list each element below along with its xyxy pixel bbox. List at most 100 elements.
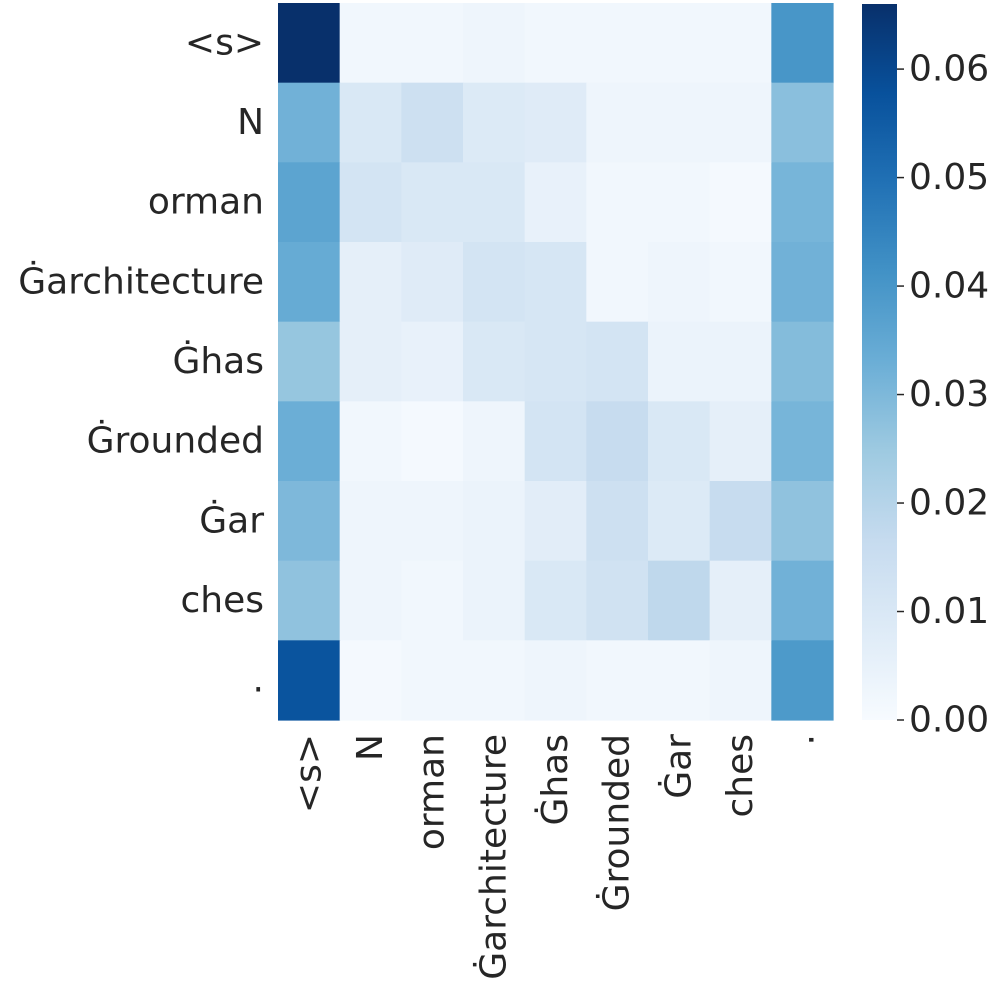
heatmap-cell	[524, 401, 587, 482]
colorbar-tick-label: 0.06	[909, 49, 989, 90]
column-tick-label: ches	[720, 734, 761, 818]
heatmap-cell	[278, 242, 341, 323]
heatmap-cell	[771, 560, 834, 641]
heatmap-cell	[709, 242, 772, 323]
heatmap-cell	[709, 481, 772, 562]
heatmap-cell	[709, 3, 772, 84]
heatmap-cell	[401, 3, 464, 84]
heatmap-cell	[278, 640, 341, 721]
heatmap-cell	[709, 321, 772, 402]
heatmap-cell	[648, 321, 711, 402]
heatmap-cell	[339, 560, 402, 641]
column-tick-label: Ġhas	[534, 734, 576, 826]
row-tick-label: orman	[148, 182, 264, 223]
heatmap-cell	[648, 640, 711, 721]
heatmap-cell	[709, 401, 772, 482]
column-tick-label: Ġar	[657, 734, 699, 799]
heatmap-cell	[401, 640, 464, 721]
colorbar-ticks: 0.00 0.01 0.02 0.03 0.04 0.05 0.06	[897, 49, 989, 741]
heatmap-cell	[339, 242, 402, 323]
heatmap-cell	[278, 321, 341, 402]
column-tick-label: N	[350, 734, 391, 761]
colorbar-tick-label: 0.01	[909, 591, 989, 632]
heatmap-cell	[339, 321, 402, 402]
colorbar-tick-label: 0.04	[909, 266, 989, 307]
heatmap-cell	[401, 321, 464, 402]
heatmap-cells	[278, 3, 834, 721]
heatmap-cell	[401, 481, 464, 562]
heatmap-cell	[401, 82, 464, 163]
heatmap-cell	[524, 242, 587, 323]
heatmap-cell	[278, 3, 341, 84]
heatmap-cell	[463, 242, 526, 323]
colorbar-tick-label: 0.03	[909, 374, 989, 415]
heatmap-cell	[709, 82, 772, 163]
column-tick-label: Ġrounded	[596, 734, 638, 911]
heatmap-cell	[524, 82, 587, 163]
heatmap-cell	[648, 3, 711, 84]
heatmap-cell	[586, 321, 649, 402]
heatmap-cell	[648, 242, 711, 323]
heatmap-cell	[771, 640, 834, 721]
row-tick-label: Ġrounded	[87, 420, 264, 462]
heatmap-cell	[709, 640, 772, 721]
heatmap-cell	[586, 242, 649, 323]
heatmap-cell	[463, 640, 526, 721]
heatmap-cell	[586, 3, 649, 84]
heatmap-cell	[648, 82, 711, 163]
column-tick-label: Ġarchitecture	[472, 734, 514, 980]
heatmap-cell	[278, 481, 341, 562]
heatmap-cell	[586, 82, 649, 163]
row-tick-label: Ġhas	[172, 340, 264, 382]
row-tick-label: Ġar	[199, 499, 264, 541]
colorbar-tick-label: 0.02	[909, 483, 989, 524]
heatmap-cell	[524, 162, 587, 243]
heatmap-cell	[463, 3, 526, 84]
heatmap-cell	[771, 3, 834, 84]
heatmap-cell	[771, 242, 834, 323]
heatmap-cell	[586, 640, 649, 721]
colorbar-tick-label: 0.00	[909, 700, 989, 741]
heatmap-cell	[401, 401, 464, 482]
heatmap-cell	[771, 82, 834, 163]
heatmap-cell	[709, 560, 772, 641]
row-tick-label: N	[237, 102, 264, 143]
heatmap-cell	[648, 162, 711, 243]
row-tick-label: <s>	[185, 22, 264, 63]
heatmap-cell	[771, 481, 834, 562]
heatmap-cell	[401, 242, 464, 323]
heatmap-cell	[278, 162, 341, 243]
heatmap-cell	[463, 82, 526, 163]
column-tick-label: .	[782, 734, 823, 745]
heatmap-cell	[339, 640, 402, 721]
heatmap-cell	[771, 321, 834, 402]
heatmap-cell	[709, 162, 772, 243]
heatmap-cell	[586, 560, 649, 641]
row-tick-label: ches	[180, 580, 264, 621]
heatmap-cell	[648, 401, 711, 482]
heatmap-cell	[339, 401, 402, 482]
heatmap-cell	[586, 481, 649, 562]
heatmap-cell	[278, 401, 341, 482]
heatmap-cell	[771, 162, 834, 243]
heatmap-cell	[401, 560, 464, 641]
heatmap-cell	[339, 3, 402, 84]
heatmap-cell	[463, 321, 526, 402]
heatmap-cell	[524, 481, 587, 562]
heatmap-cell	[463, 560, 526, 641]
heatmap-cell	[524, 640, 587, 721]
column-tick-label: orman	[412, 734, 453, 850]
colorbar	[862, 4, 897, 720]
heatmap-cell	[463, 162, 526, 243]
heatmap-cell	[463, 401, 526, 482]
heatmap-cell	[586, 162, 649, 243]
heatmap-cell	[401, 162, 464, 243]
heatmap-cell	[463, 481, 526, 562]
heatmap-cell	[278, 82, 341, 163]
heatmap-cell	[524, 560, 587, 641]
column-tick-label: <s>	[288, 734, 329, 813]
heatmap-cell	[524, 321, 587, 402]
